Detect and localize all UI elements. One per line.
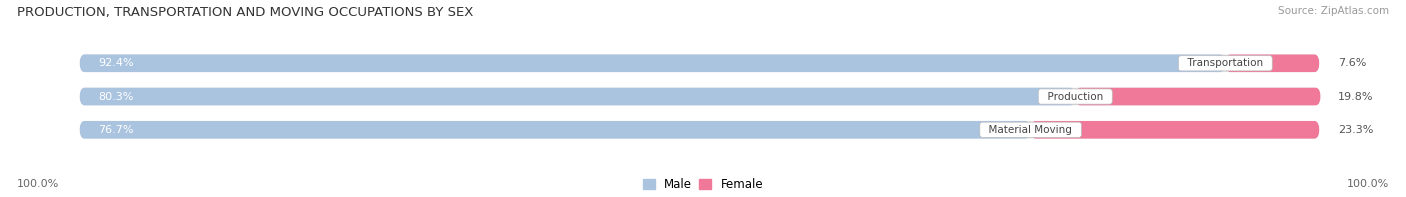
Text: 76.7%: 76.7%	[98, 125, 134, 135]
Text: Material Moving: Material Moving	[983, 125, 1078, 135]
FancyBboxPatch shape	[79, 121, 1031, 138]
Text: 100.0%: 100.0%	[1347, 179, 1389, 189]
Text: PRODUCTION, TRANSPORTATION AND MOVING OCCUPATIONS BY SEX: PRODUCTION, TRANSPORTATION AND MOVING OC…	[17, 6, 474, 19]
Text: Transportation: Transportation	[1181, 58, 1270, 68]
FancyBboxPatch shape	[79, 121, 1320, 138]
FancyBboxPatch shape	[79, 55, 1320, 72]
FancyBboxPatch shape	[1031, 121, 1320, 138]
Text: 100.0%: 100.0%	[17, 179, 59, 189]
Text: 19.8%: 19.8%	[1339, 92, 1374, 101]
Text: 7.6%: 7.6%	[1339, 58, 1367, 68]
Text: 23.3%: 23.3%	[1339, 125, 1374, 135]
Text: Source: ZipAtlas.com: Source: ZipAtlas.com	[1278, 6, 1389, 16]
FancyBboxPatch shape	[79, 55, 1226, 72]
FancyBboxPatch shape	[79, 88, 1320, 105]
Text: 92.4%: 92.4%	[98, 58, 134, 68]
Text: 80.3%: 80.3%	[98, 92, 134, 101]
Legend: Male, Female: Male, Female	[643, 178, 763, 191]
FancyBboxPatch shape	[79, 88, 1076, 105]
Text: Production: Production	[1040, 92, 1109, 101]
FancyBboxPatch shape	[1225, 55, 1320, 72]
FancyBboxPatch shape	[1076, 88, 1320, 105]
